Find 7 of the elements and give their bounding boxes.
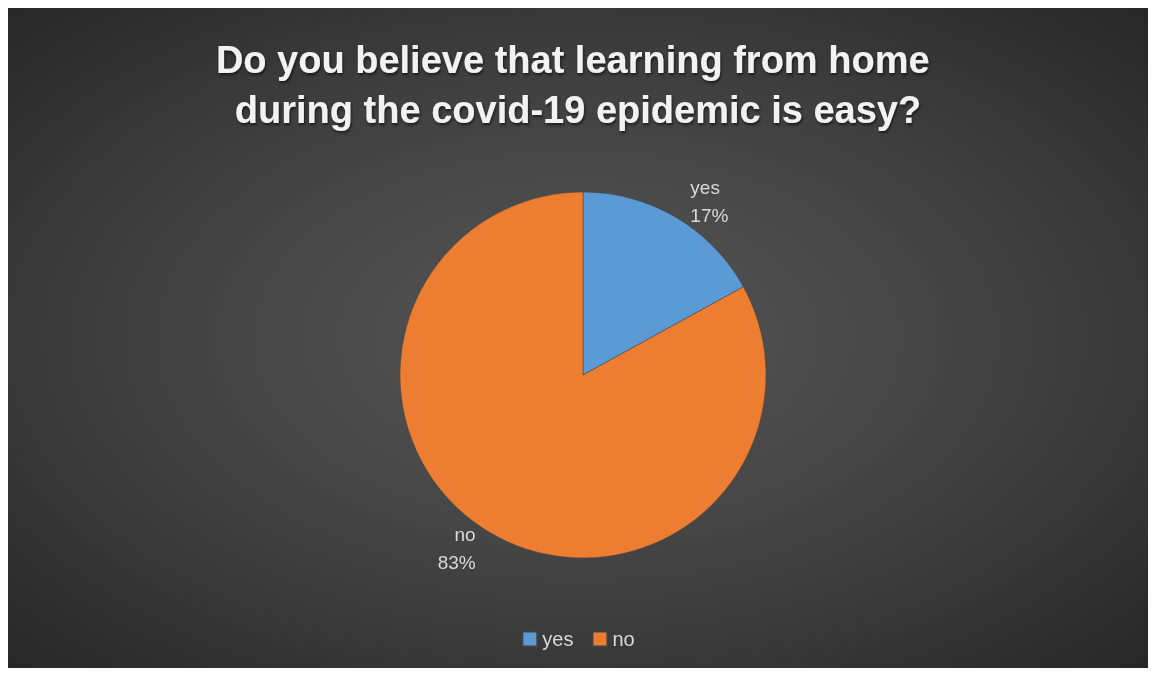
data-label: 17% (690, 205, 729, 227)
slice-label: no (454, 523, 476, 545)
chart-title: Do you believe that learning from home during the covid-19 epidemic is easy? (215, 39, 941, 131)
data-label: 83% (437, 551, 476, 573)
legend-label: no (612, 628, 635, 650)
legend-label: yes (542, 628, 574, 650)
slice-label: yes (690, 177, 720, 199)
